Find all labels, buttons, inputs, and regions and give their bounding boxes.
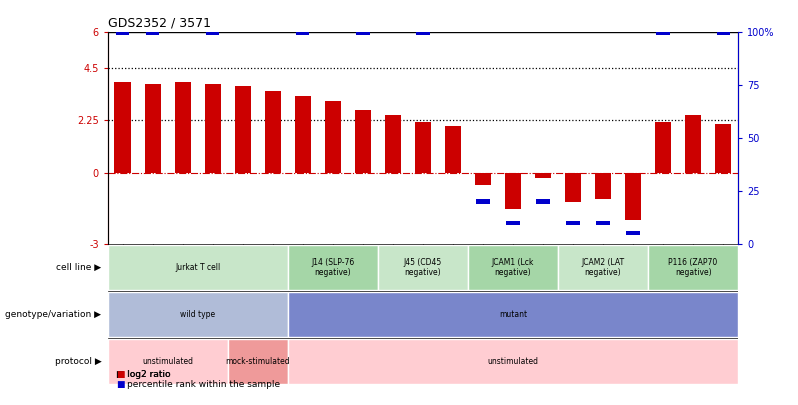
Bar [296, 30, 310, 34]
Text: genotype/variation ▶: genotype/variation ▶ [6, 310, 101, 319]
Bar [294, 96, 311, 173]
Text: mock-stimulated: mock-stimulated [226, 357, 290, 366]
Text: ■: ■ [116, 370, 124, 379]
Bar [565, 173, 581, 202]
Text: unstimulated: unstimulated [142, 357, 193, 366]
Bar [146, 30, 160, 34]
Bar [288, 245, 378, 290]
Bar [655, 122, 671, 173]
Bar [596, 221, 610, 225]
Text: JCAM2 (LAT
negative): JCAM2 (LAT negative) [582, 258, 625, 277]
Bar [356, 30, 369, 34]
Text: mutant: mutant [499, 310, 527, 319]
Text: ■ log2 ratio: ■ log2 ratio [116, 370, 171, 379]
Bar [476, 199, 490, 204]
Bar [204, 84, 221, 173]
Bar [378, 245, 468, 290]
Text: Jurkat T cell: Jurkat T cell [176, 263, 220, 272]
Text: GDS2352 / 3571: GDS2352 / 3571 [108, 17, 211, 30]
Text: J45 (CD45
negative): J45 (CD45 negative) [404, 258, 442, 277]
Bar [536, 199, 550, 204]
Text: JCAM1 (Lck
negative): JCAM1 (Lck negative) [492, 258, 534, 277]
Text: cell line ▶: cell line ▶ [57, 263, 101, 272]
Bar [108, 292, 288, 337]
Bar [625, 173, 642, 220]
Text: J14 (SLP-76
negative): J14 (SLP-76 negative) [311, 258, 354, 277]
Bar [468, 245, 558, 290]
Bar [648, 245, 738, 290]
Text: protocol ▶: protocol ▶ [55, 357, 101, 366]
Bar [444, 126, 461, 173]
Bar [685, 115, 701, 173]
Bar [657, 30, 670, 34]
Bar [385, 115, 401, 173]
Text: percentile rank within the sample: percentile rank within the sample [127, 380, 280, 389]
Bar [206, 30, 219, 34]
Bar [325, 100, 341, 173]
Text: unstimulated: unstimulated [488, 357, 539, 366]
Text: ■: ■ [116, 380, 124, 389]
Bar [475, 173, 492, 185]
Bar [354, 110, 371, 173]
Bar [595, 173, 611, 199]
Bar [417, 30, 429, 34]
Text: wild type: wild type [180, 310, 215, 319]
Bar [507, 221, 519, 225]
Bar [108, 339, 227, 384]
Bar [108, 245, 288, 290]
Bar [415, 122, 431, 173]
Bar [558, 245, 648, 290]
Bar [117, 30, 129, 34]
Bar [288, 292, 738, 337]
Bar [288, 339, 738, 384]
Bar [175, 82, 191, 173]
Text: log2 ratio: log2 ratio [127, 370, 170, 379]
Text: P116 (ZAP70
negative): P116 (ZAP70 negative) [669, 258, 717, 277]
Bar [265, 91, 281, 173]
Bar [717, 30, 729, 34]
Bar [626, 231, 640, 235]
Bar [144, 84, 161, 173]
Bar [114, 82, 131, 173]
Bar [715, 124, 732, 173]
Bar [505, 173, 521, 209]
Bar [227, 339, 288, 384]
Bar [235, 86, 251, 173]
Bar [535, 173, 551, 178]
Bar [567, 221, 579, 225]
